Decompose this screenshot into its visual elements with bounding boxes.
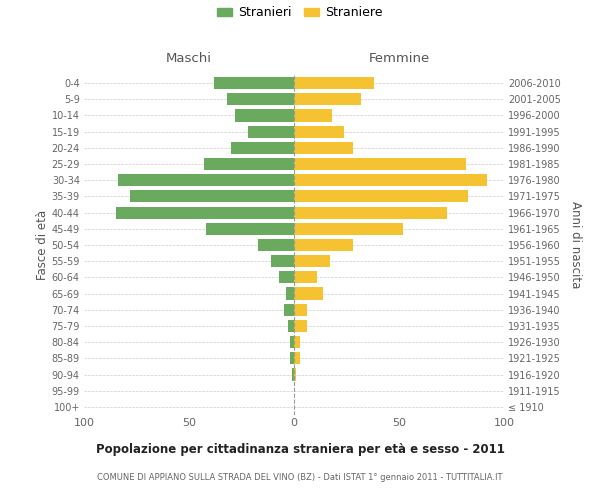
Bar: [294, 110, 332, 122]
Legend: Stranieri, Straniere: Stranieri, Straniere: [217, 6, 383, 19]
Bar: [294, 142, 353, 154]
Bar: [294, 126, 344, 138]
Bar: [294, 304, 307, 316]
Bar: [290, 352, 294, 364]
Bar: [115, 206, 294, 218]
Bar: [294, 272, 317, 283]
Bar: [294, 368, 296, 380]
Bar: [294, 206, 448, 218]
Bar: [271, 255, 294, 268]
Bar: [286, 288, 294, 300]
Text: Popolazione per cittadinanza straniera per età e sesso - 2011: Popolazione per cittadinanza straniera p…: [95, 442, 505, 456]
Bar: [259, 239, 294, 251]
Bar: [235, 110, 294, 122]
Bar: [288, 320, 294, 332]
Bar: [292, 368, 294, 380]
Bar: [284, 304, 294, 316]
Text: Maschi: Maschi: [166, 52, 212, 65]
Bar: [294, 352, 301, 364]
Bar: [231, 142, 294, 154]
Y-axis label: Fasce di età: Fasce di età: [35, 210, 49, 280]
Y-axis label: Anni di nascita: Anni di nascita: [569, 202, 583, 288]
Bar: [294, 288, 323, 300]
Bar: [294, 239, 353, 251]
Bar: [204, 158, 294, 170]
Bar: [227, 93, 294, 106]
Bar: [130, 190, 294, 202]
Bar: [294, 174, 487, 186]
Bar: [248, 126, 294, 138]
Bar: [214, 77, 294, 89]
Bar: [294, 336, 301, 348]
Bar: [294, 190, 469, 202]
Bar: [294, 255, 330, 268]
Bar: [290, 336, 294, 348]
Bar: [280, 272, 294, 283]
Bar: [294, 158, 466, 170]
Bar: [294, 222, 403, 235]
Bar: [294, 93, 361, 106]
Bar: [118, 174, 294, 186]
Bar: [294, 77, 374, 89]
Text: COMUNE DI APPIANO SULLA STRADA DEL VINO (BZ) - Dati ISTAT 1° gennaio 2011 - TUTT: COMUNE DI APPIANO SULLA STRADA DEL VINO …: [97, 472, 503, 482]
Bar: [206, 222, 294, 235]
Text: Femmine: Femmine: [368, 52, 430, 65]
Bar: [294, 320, 307, 332]
